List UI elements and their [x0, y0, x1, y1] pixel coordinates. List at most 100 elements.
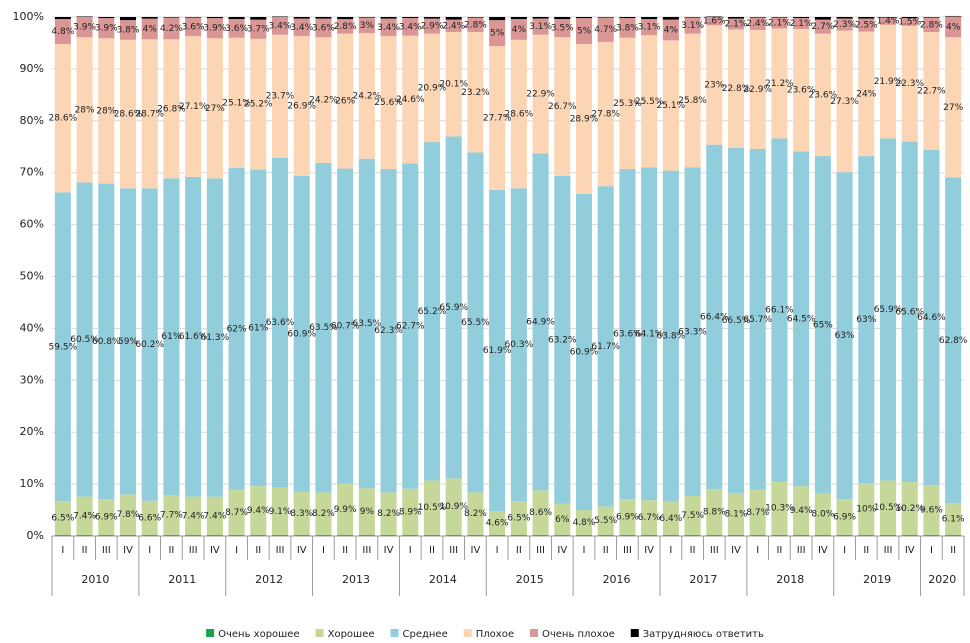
data-label: 6.4% [659, 514, 682, 524]
data-label: 3.1% [638, 23, 661, 33]
bar-segment [641, 17, 658, 20]
data-label: 22.8% [722, 84, 751, 94]
data-label: 9% [360, 507, 375, 517]
bar-segment [706, 17, 723, 26]
data-label: 64.5% [787, 314, 816, 324]
bar-segment [662, 170, 679, 502]
y-tick-label: 70% [20, 166, 44, 179]
bar-segment [554, 17, 571, 20]
bar-segment [141, 534, 158, 536]
bar-segment [641, 35, 658, 168]
bar-segment [879, 138, 897, 481]
data-label: 2.8% [464, 20, 487, 30]
bar-segment [879, 17, 897, 25]
data-label: 4.8% [573, 518, 596, 528]
data-label: 20.1% [439, 80, 468, 90]
bar-segment [662, 17, 679, 20]
data-label: 60.9% [570, 348, 599, 358]
bar-segment [532, 17, 549, 19]
bar-segment [76, 534, 93, 536]
bar-segment [532, 534, 549, 536]
bar-segment [206, 18, 223, 39]
data-label: 8.3% [290, 509, 313, 519]
data-label: 25.5% [635, 97, 664, 107]
y-tick-label: 100% [13, 10, 44, 23]
data-label: 4.8% [51, 27, 74, 37]
data-label: 1.6% [703, 17, 726, 27]
bar-segment [358, 534, 375, 536]
x-tick-label: II [950, 545, 956, 556]
bar-segment [119, 20, 137, 40]
bar-segment [185, 17, 202, 37]
bar-segment [836, 17, 853, 19]
bar-segment [923, 149, 940, 486]
bar-segment [445, 136, 462, 479]
bar-segment [510, 534, 527, 536]
data-label: 8.2% [377, 509, 400, 519]
bar-segment [54, 17, 71, 20]
x-tick-label: II [516, 545, 522, 556]
data-label: 66.4% [700, 312, 729, 322]
legend-label: Очень плохое [542, 629, 615, 640]
bar-segment [814, 19, 831, 34]
x-tick-label: II [776, 545, 782, 556]
bar-segment [358, 33, 375, 159]
data-label: 23% [704, 80, 724, 90]
bar-segment [489, 20, 506, 47]
x-tick-label: I [669, 545, 672, 556]
legend-swatch [390, 629, 399, 637]
bar-segment [423, 480, 441, 535]
bar-segment [771, 17, 788, 29]
data-label: 28.6% [114, 110, 143, 120]
data-label: 25.2% [244, 100, 273, 110]
bar-segment [423, 142, 441, 481]
bar-segment [749, 17, 766, 30]
data-label: 4% [512, 25, 527, 35]
data-label: 61% [161, 332, 181, 342]
bar-segment [879, 480, 897, 535]
data-label: 8.9% [399, 507, 422, 517]
bar-segment [771, 534, 788, 536]
data-label: 59.5% [49, 342, 78, 352]
legend-label: Очень хорошее [218, 629, 300, 640]
data-label: 28% [96, 106, 116, 116]
bar-segment [228, 37, 245, 169]
bar-segment [163, 178, 180, 495]
data-label: 65.9% [439, 303, 468, 313]
x-tick-label: IV [297, 545, 307, 556]
data-label: 60.7% [331, 322, 360, 332]
bar-segment [54, 534, 71, 536]
bar-segment [489, 534, 506, 536]
bar-segment [293, 491, 310, 535]
bar-segment [879, 17, 897, 18]
bar-segment [945, 15, 962, 17]
bar-segment [467, 17, 484, 18]
legend-swatch [630, 629, 639, 637]
data-label: 3.6% [312, 23, 335, 33]
data-label: 3.6% [182, 22, 205, 32]
data-label: 65.7% [743, 315, 772, 325]
data-label: 23.6% [787, 86, 816, 96]
bar-segment [814, 17, 831, 20]
bar-segment [380, 169, 397, 493]
bar-segment [575, 17, 593, 19]
bar-segment [619, 169, 636, 500]
bar-segment [141, 18, 158, 40]
bar-segment [879, 534, 897, 536]
data-label: 25.8% [678, 96, 707, 106]
data-label: 1.4% [877, 17, 900, 27]
bar-segment [727, 147, 745, 493]
data-label: 9.6% [920, 506, 943, 516]
data-label: 24% [856, 89, 876, 99]
bar-segment [228, 489, 245, 535]
data-label: 60.2% [135, 340, 164, 350]
data-label: 28.6% [49, 114, 78, 124]
bar-segment [293, 17, 310, 19]
data-label: 21.9% [874, 77, 903, 87]
data-label: 2.1% [768, 18, 791, 28]
bar-segment [358, 488, 375, 535]
bar-segment [54, 501, 71, 535]
data-label: 8.7% [746, 508, 769, 518]
bar-segment [206, 496, 223, 535]
bar-segment [706, 16, 723, 17]
